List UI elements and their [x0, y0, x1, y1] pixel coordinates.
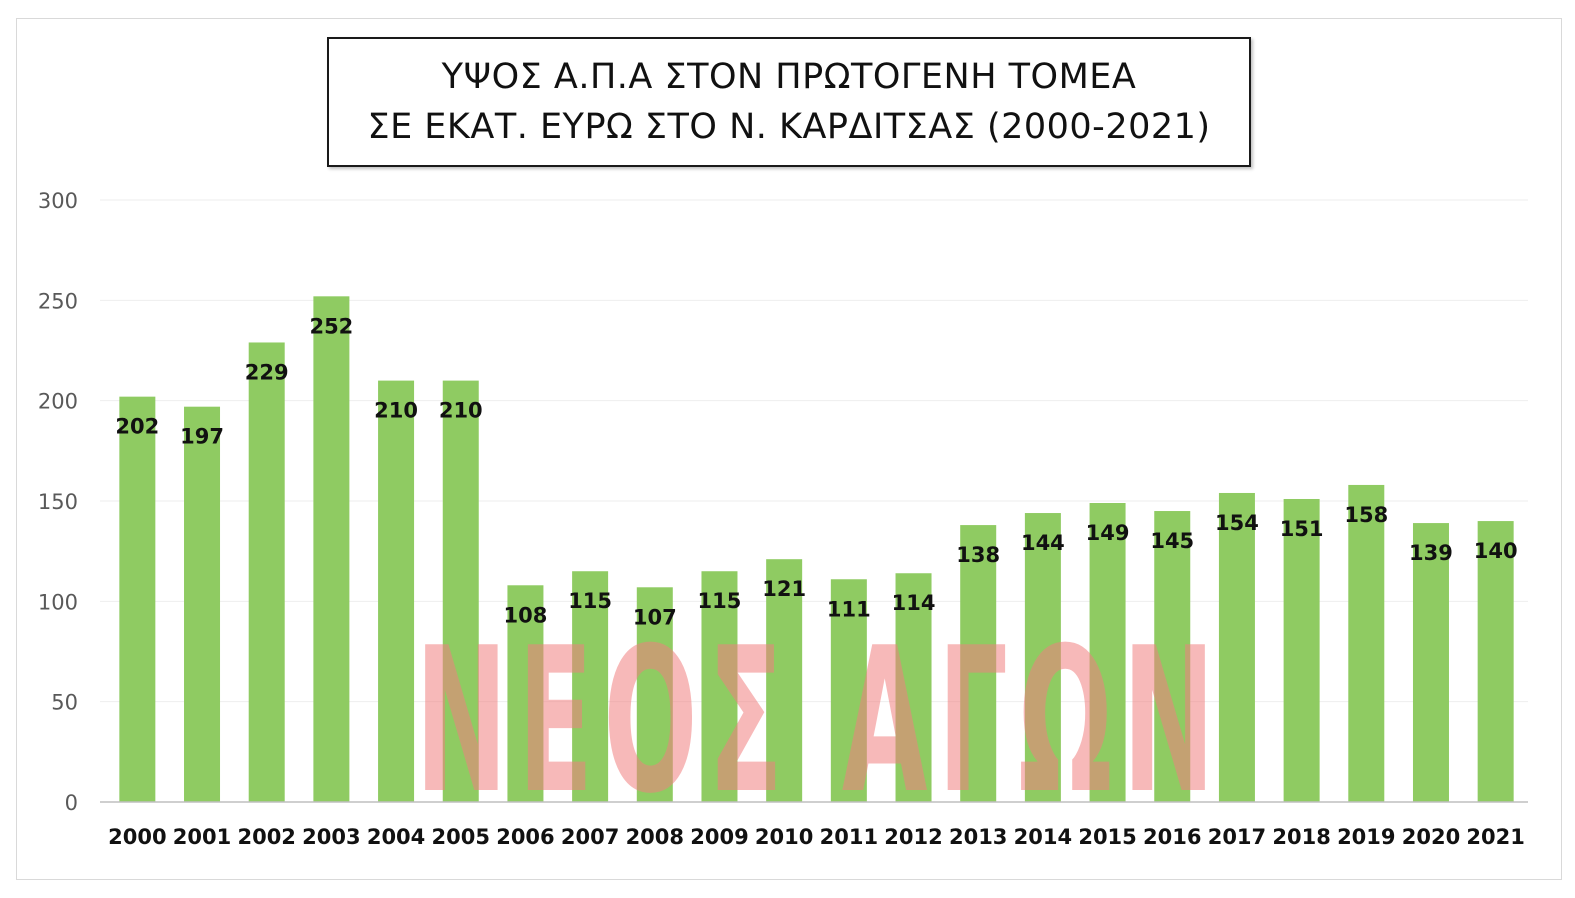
bar [1412, 523, 1449, 802]
data-labels: 202 197 229 252 210 210 108 115 107 115 121 111 114 1… [115, 314, 1517, 629]
chart-title-line-1: ΥΨΟΣ Α.Π.Α ΣΤΟΝ ΠΡΩΤΟΓΕΝΗ ΤΟΜΕΑ [441, 57, 1137, 97]
bar [572, 571, 609, 802]
x-tick-label: 2001 [173, 825, 231, 849]
bar [1348, 484, 1385, 802]
x-tick-label: 2009 [690, 825, 748, 849]
x-tick-label: 2016 [1143, 825, 1201, 849]
data-label: 138 [956, 543, 1000, 567]
x-tick-label: 2006 [496, 825, 554, 849]
bar [895, 573, 932, 802]
data-label: 115 [698, 589, 742, 613]
data-label: 210 [374, 399, 418, 423]
x-tick-label: 2011 [820, 825, 878, 849]
bar [248, 342, 285, 802]
y-tick-label: 0 [65, 791, 78, 815]
bar [507, 585, 544, 802]
data-label: 108 [504, 603, 548, 627]
x-axis-ticks: 2000 2001 2002 2003 2004 2005 2006 2007 2008 2009… [108, 825, 1525, 849]
x-tick-label: 2014 [1014, 825, 1072, 849]
x-tick-label: 2020 [1402, 825, 1460, 849]
data-label: 111 [827, 597, 871, 621]
bar [701, 571, 738, 802]
data-label: 197 [180, 425, 224, 449]
y-tick-label: 100 [38, 590, 78, 614]
data-label: 139 [1409, 541, 1453, 565]
bar [1218, 492, 1255, 802]
data-label: 107 [633, 605, 677, 629]
data-label: 151 [1280, 517, 1324, 541]
data-label: 210 [439, 399, 483, 423]
y-tick-label: 200 [38, 390, 78, 414]
y-tick-label: 300 [38, 189, 78, 213]
data-label: 144 [1021, 531, 1065, 555]
data-label: 149 [1086, 521, 1130, 545]
x-tick-label: 2007 [561, 825, 619, 849]
bar [1283, 498, 1320, 802]
y-axis-ticks: 0 50 100 150 200 250 300 [38, 189, 78, 815]
bar [184, 406, 221, 802]
data-label: 140 [1474, 539, 1518, 563]
bar [830, 579, 867, 802]
x-tick-label: 2019 [1337, 825, 1395, 849]
data-label: 145 [1150, 529, 1194, 553]
y-tick-label: 50 [51, 691, 78, 715]
data-label: 229 [245, 360, 289, 384]
bar [636, 587, 673, 802]
data-label: 158 [1344, 503, 1388, 527]
x-tick-label: 2005 [432, 825, 490, 849]
bar [1477, 521, 1514, 802]
x-tick-label: 2013 [949, 825, 1007, 849]
bar [1024, 513, 1061, 802]
x-tick-label: 2003 [302, 825, 360, 849]
data-label: 154 [1215, 511, 1259, 535]
data-label: 252 [309, 314, 353, 338]
bar [1089, 503, 1126, 802]
x-tick-label: 2002 [237, 825, 295, 849]
bar [766, 559, 803, 802]
bar [378, 380, 415, 802]
x-tick-label: 2008 [626, 825, 684, 849]
bar [119, 396, 156, 802]
watermark-layer: ΝΕΟΣ ΑΓΩΝ [415, 605, 1225, 838]
x-tick-label: 2015 [1078, 825, 1136, 849]
bar [960, 525, 997, 802]
y-tick-label: 150 [38, 490, 78, 514]
x-tick-label: 2017 [1208, 825, 1266, 849]
data-label: 202 [115, 415, 159, 439]
chart-title-line-2: ΣΕ ΕΚΑΤ. ΕΥΡΩ ΣΤΟ Ν. ΚΑΡΔΙΤΣΑΣ (2000-202… [367, 107, 1211, 147]
x-tick-label: 2021 [1466, 825, 1524, 849]
watermark-text: ΝΕΟΣ ΑΓΩΝ [415, 605, 1225, 838]
x-tick-label: 2018 [1272, 825, 1330, 849]
y-tick-label: 250 [38, 289, 78, 313]
bar [1154, 511, 1191, 802]
data-label: 114 [892, 591, 936, 615]
bar [313, 296, 350, 802]
bar [442, 380, 479, 802]
data-label: 121 [762, 577, 806, 601]
x-tick-label: 2012 [884, 825, 942, 849]
x-tick-label: 2000 [108, 825, 166, 849]
bars [119, 296, 1514, 802]
chart-title-box: ΥΨΟΣ Α.Π.Α ΣΤΟΝ ΠΡΩΤΟΓΕΝΗ ΤΟΜΕΑ ΣΕ ΕΚΑΤ.… [327, 37, 1251, 167]
x-tick-label: 2010 [755, 825, 813, 849]
data-label: 115 [568, 589, 612, 613]
x-tick-label: 2004 [367, 825, 425, 849]
